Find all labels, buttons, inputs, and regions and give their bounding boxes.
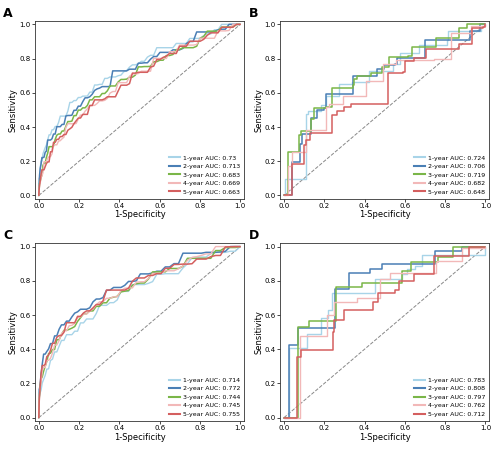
Y-axis label: Sensitivity: Sensitivity [254,310,263,354]
X-axis label: 1-Specificity: 1-Specificity [114,211,166,220]
Y-axis label: Sensitivity: Sensitivity [9,310,18,354]
Text: C: C [4,229,13,242]
Y-axis label: Sensitivity: Sensitivity [254,88,263,132]
Y-axis label: Sensitivity: Sensitivity [9,88,18,132]
Legend: 1-year AUC: 0.73, 2-year AUC: 0.713, 3-year AUC: 0.683, 4-year AUC: 0.669, 5-yea: 1-year AUC: 0.73, 2-year AUC: 0.713, 3-y… [168,154,241,196]
X-axis label: 1-Specificity: 1-Specificity [359,432,410,441]
Legend: 1-year AUC: 0.783, 2-year AUC: 0.808, 3-year AUC: 0.797, 4-year AUC: 0.762, 5-ye: 1-year AUC: 0.783, 2-year AUC: 0.808, 3-… [412,376,486,418]
X-axis label: 1-Specificity: 1-Specificity [359,211,410,220]
Legend: 1-year AUC: 0.724, 2-year AUC: 0.706, 3-year AUC: 0.719, 4-year AUC: 0.682, 5-ye: 1-year AUC: 0.724, 2-year AUC: 0.706, 3-… [413,154,486,196]
Text: B: B [248,7,258,20]
Text: A: A [4,7,13,20]
X-axis label: 1-Specificity: 1-Specificity [114,432,166,441]
Text: D: D [248,229,258,242]
Legend: 1-year AUC: 0.714, 2-year AUC: 0.772, 3-year AUC: 0.744, 4-year AUC: 0.745, 5-ye: 1-year AUC: 0.714, 2-year AUC: 0.772, 3-… [168,376,241,418]
